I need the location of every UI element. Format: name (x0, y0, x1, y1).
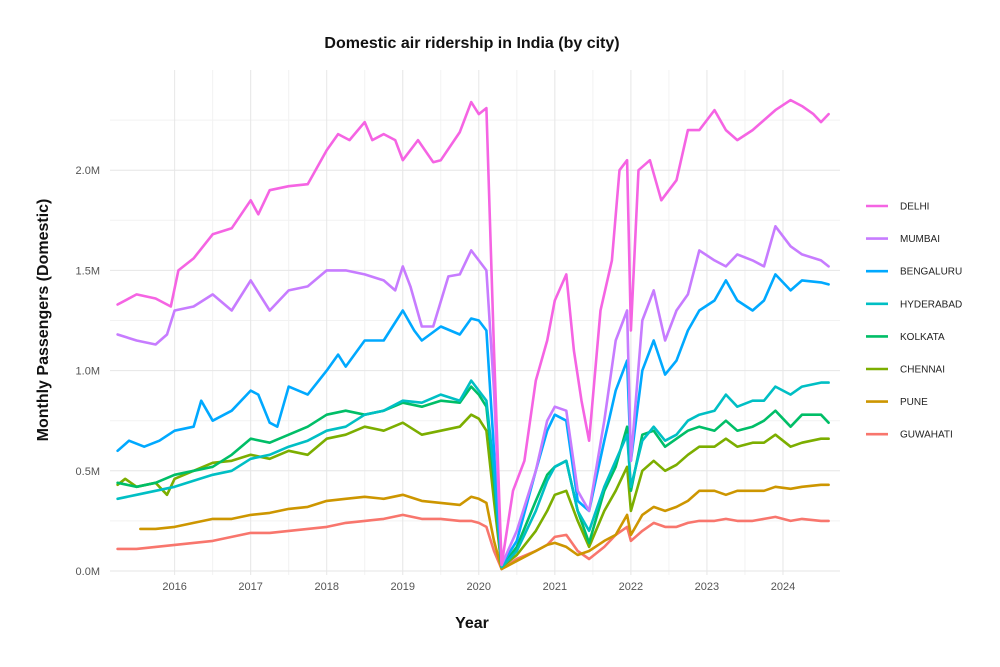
series-line-mumbai (116, 225, 830, 567)
legend-item-hyderabad: HYDERABAD (866, 299, 962, 310)
legend: DELHI MUMBAI BENGALURU HYDERABAD KOLKATA CHEN… (866, 202, 962, 441)
legend-item-kolkata: KOLKATA (866, 332, 945, 343)
legend-label: MUMBAI (900, 234, 940, 245)
x-tick-label: 2024 (771, 581, 795, 593)
x-tick-label: 2016 (162, 581, 186, 593)
series-line-pune (139, 483, 830, 571)
legend-label: BENGALURU (900, 267, 962, 278)
grid (110, 70, 840, 575)
legend-label: GUWAHATI (900, 430, 953, 441)
series-line-guwahati (116, 513, 830, 571)
x-tick-label: 2020 (467, 581, 491, 593)
x-tick-label: 2018 (314, 581, 338, 593)
x-tick-label: 2021 (543, 581, 567, 593)
series-line-hyderabad (116, 379, 830, 569)
x-tick-label: 2017 (238, 581, 262, 593)
legend-item-chennai: CHENNAI (866, 365, 945, 376)
legend-label: HYDERABAD (900, 299, 962, 310)
series-line-bengaluru (116, 273, 830, 567)
legend-item-pune: PUNE (866, 397, 928, 408)
legend-item-bengaluru: BENGALURU (866, 267, 962, 278)
series-line-kolkata (116, 385, 830, 569)
legend-item-guwahati: GUWAHATI (866, 430, 953, 441)
y-axis-ticks: 0.0M 0.5M 1.0M 1.5M 2.0M (76, 165, 100, 578)
legend-label: DELHI (900, 202, 929, 213)
y-tick-label: 0.5M (76, 466, 100, 478)
x-tick-label: 2019 (391, 581, 415, 593)
legend-label: KOLKATA (900, 332, 945, 343)
legend-item-mumbai: MUMBAI (866, 234, 940, 245)
y-tick-label: 1.5M (76, 265, 100, 277)
x-tick-label: 2023 (695, 581, 719, 593)
series-line-chennai (116, 413, 830, 569)
legend-label: CHENNAI (900, 365, 945, 376)
x-tick-label: 2022 (619, 581, 643, 593)
x-axis-title: Year (455, 615, 489, 632)
y-tick-label: 1.0M (76, 366, 100, 378)
series-line-delhi (116, 98, 830, 567)
y-tick-label: 2.0M (76, 165, 100, 177)
series-layer (116, 98, 830, 571)
x-axis-ticks: 2016 2017 2018 2019 2020 2021 2022 2023 2024 (162, 581, 795, 593)
chart-title: Domestic air ridership in India (by city… (324, 35, 619, 52)
legend-item-delhi: DELHI (866, 202, 929, 213)
y-tick-label: 0.0M (76, 566, 100, 578)
legend-label: PUNE (900, 397, 928, 408)
y-axis-title: Monthly Passengers (Domestic) (35, 199, 52, 442)
